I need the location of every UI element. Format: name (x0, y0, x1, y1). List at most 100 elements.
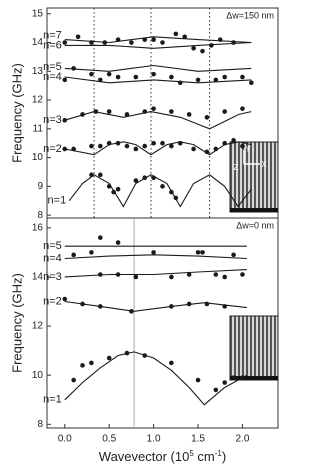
data-point (191, 146, 196, 152)
data-point (106, 109, 112, 114)
y-tick-label: 14 (32, 272, 44, 283)
y-tick-label: 9 (37, 181, 43, 192)
data-point (160, 140, 165, 146)
model-curve (64, 76, 252, 84)
data-point (151, 140, 156, 146)
data-point (62, 146, 68, 152)
x-axis-label-part: Wavevector (10 (99, 449, 190, 464)
data-point (191, 45, 196, 51)
data-point (133, 178, 139, 183)
curve-label: n=1 (43, 394, 62, 406)
data-point (151, 106, 156, 111)
y-tick-label: 15 (32, 8, 44, 19)
data-point (89, 143, 94, 149)
data-point (98, 143, 103, 149)
data-point (186, 112, 192, 117)
data-point (209, 43, 214, 48)
data-point (89, 360, 94, 366)
data-point (71, 252, 76, 258)
y-tick-label: 8 (37, 419, 43, 430)
data-point (98, 235, 103, 240)
curve-label: n=3 (43, 271, 62, 283)
data-point (195, 250, 201, 255)
x-axis-label-part: cm (194, 449, 215, 464)
data-point (62, 296, 68, 302)
data-point (231, 138, 236, 143)
model-curve (64, 300, 247, 312)
y-tick-label: 11 (33, 123, 44, 134)
y-axis-label: Frequency (GHz) (9, 273, 24, 373)
data-point (115, 74, 121, 80)
model-curve (64, 269, 247, 278)
data-point (89, 250, 94, 255)
x-axis-label-part: 5 (189, 449, 194, 458)
curve-label: n=4 (43, 252, 62, 264)
curve-label: n=2 (43, 295, 62, 307)
curve-label: n=3 (43, 114, 62, 126)
data-point (151, 71, 156, 77)
data-point (240, 143, 245, 149)
data-point (142, 143, 148, 149)
data-point (195, 77, 201, 83)
data-point (169, 74, 174, 80)
sem-inset (229, 141, 279, 213)
x-tick-label: 1.0 (147, 434, 161, 445)
data-point (231, 252, 236, 258)
data-point (204, 149, 210, 155)
data-point (62, 117, 68, 123)
data-point (89, 71, 94, 77)
data-point (240, 272, 245, 277)
y-tick-label: 13 (32, 66, 44, 77)
y-tick-label: 14 (32, 37, 44, 48)
data-point (80, 363, 85, 368)
model-curve (64, 64, 252, 72)
sem-inset-scalebar (230, 376, 278, 380)
data-point (222, 380, 227, 385)
x-tick-label: 0.0 (58, 434, 72, 445)
data-point (213, 387, 219, 393)
sem-inset (229, 315, 279, 381)
data-point (200, 250, 205, 255)
data-point (186, 272, 192, 277)
data-point (160, 40, 165, 45)
data-point (169, 360, 174, 366)
data-point (133, 74, 139, 80)
data-point (231, 375, 236, 380)
y-tick-label: 12 (32, 95, 44, 106)
x-axis-label-part: -1 (215, 449, 223, 458)
data-point (173, 31, 179, 37)
data-point (200, 48, 205, 54)
data-point (222, 274, 227, 280)
model-curve (64, 141, 252, 156)
data-point (115, 186, 121, 192)
inset-axis-label: Z (234, 163, 239, 172)
data-point (106, 71, 112, 77)
data-point (133, 146, 139, 152)
y-tick-label: 10 (32, 152, 44, 163)
data-point (75, 34, 81, 40)
data-point (169, 274, 174, 280)
x-axis-label-part: ) (222, 449, 226, 464)
data-point (115, 240, 121, 245)
data-point (98, 172, 103, 178)
data-point (204, 115, 210, 120)
model-curve (68, 174, 252, 208)
data-point (62, 77, 68, 83)
inset-axis-label: Y (245, 145, 251, 154)
data-point (213, 272, 219, 277)
data-point (195, 377, 201, 383)
data-point (151, 250, 156, 255)
y-tick-label: 10 (32, 370, 44, 381)
data-point (62, 40, 68, 45)
x-tick-label: 0.5 (102, 434, 116, 445)
curve-label: n=5 (43, 61, 62, 73)
data-point (71, 377, 76, 383)
curve-label: n=4 (43, 71, 62, 83)
data-point (133, 274, 139, 280)
data-point (129, 40, 134, 45)
curve-label: n=1 (48, 195, 67, 207)
sem-inset-scalebar (230, 208, 278, 212)
curve-label: n=2 (43, 143, 62, 155)
data-point (160, 184, 165, 189)
